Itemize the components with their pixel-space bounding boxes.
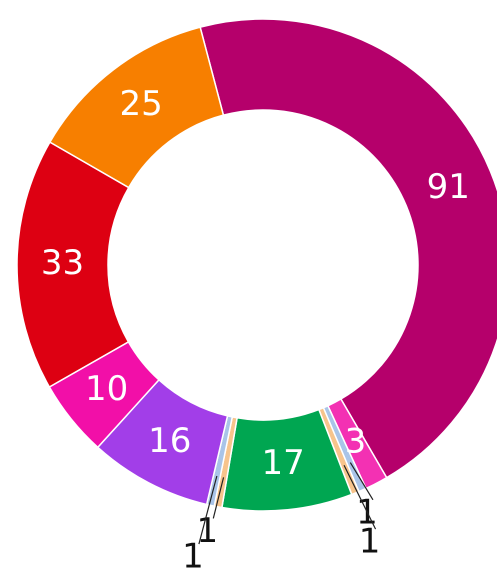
- slice: [48, 26, 225, 189]
- leader-line: [343, 464, 377, 530]
- data-label: 1: [359, 522, 381, 562]
- data-label: 91: [427, 167, 470, 207]
- leader-line: [212, 477, 225, 519]
- data-label: 25: [120, 84, 163, 124]
- leader-line: [198, 475, 218, 545]
- data-label: 10: [85, 369, 128, 409]
- data-label: 16: [148, 421, 191, 461]
- data-label: 33: [41, 243, 84, 283]
- data-label: 1: [196, 511, 218, 551]
- data-label: 3: [345, 421, 367, 461]
- leader-line: [349, 462, 374, 501]
- data-label: 1: [182, 537, 204, 572]
- data-label: 17: [261, 443, 304, 483]
- slice: [199, 18, 497, 479]
